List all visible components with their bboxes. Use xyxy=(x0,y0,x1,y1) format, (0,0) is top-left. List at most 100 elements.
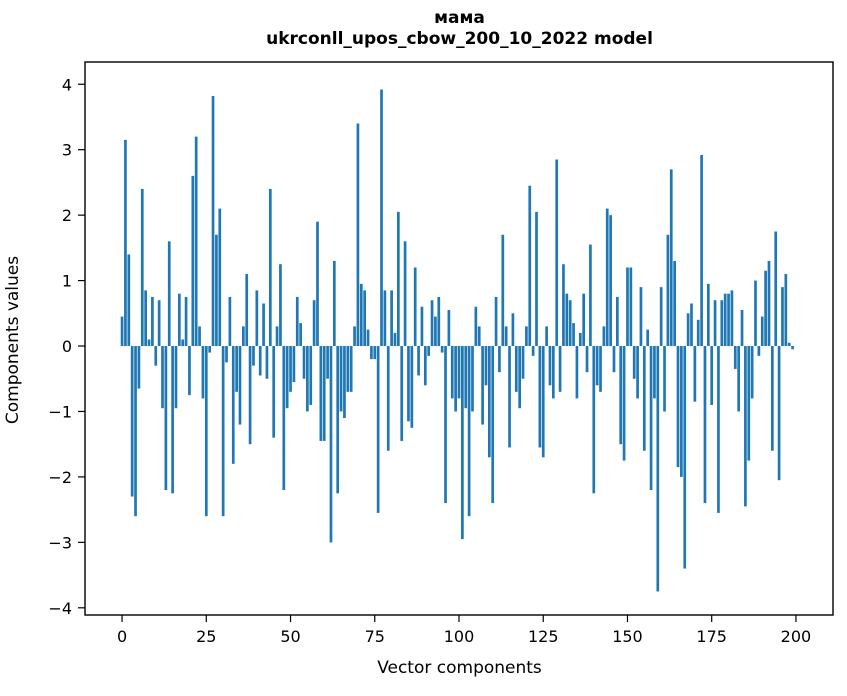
bar xyxy=(386,346,390,451)
bar xyxy=(461,346,464,540)
bar xyxy=(754,280,757,347)
bar xyxy=(619,346,623,445)
bar xyxy=(612,346,616,373)
bar xyxy=(208,346,212,353)
bar xyxy=(595,346,599,386)
x-tick-label: 125 xyxy=(528,627,559,646)
bar xyxy=(669,169,673,347)
bar xyxy=(339,346,343,412)
bar xyxy=(686,313,690,347)
bar xyxy=(703,346,707,504)
bar xyxy=(616,296,619,347)
bar xyxy=(174,346,178,409)
bar xyxy=(238,346,242,425)
bar xyxy=(464,346,468,409)
bar xyxy=(302,346,306,379)
bar xyxy=(582,293,586,347)
bar xyxy=(683,346,687,569)
bar xyxy=(268,188,272,347)
bar xyxy=(781,287,784,347)
bar xyxy=(538,346,542,448)
bar xyxy=(636,346,639,399)
bar xyxy=(397,211,400,347)
bar xyxy=(359,283,363,347)
bar xyxy=(127,254,131,347)
x-tick-label: 75 xyxy=(365,627,385,646)
bar xyxy=(430,300,434,347)
bar xyxy=(258,346,262,376)
bar xyxy=(690,303,693,347)
bar xyxy=(120,316,124,347)
bar xyxy=(181,339,185,347)
bar xyxy=(713,300,717,347)
bar xyxy=(198,326,201,347)
bar xyxy=(696,319,700,347)
bar xyxy=(572,323,575,347)
bar xyxy=(373,346,377,360)
bar xyxy=(622,346,626,461)
bar xyxy=(272,346,276,438)
bar xyxy=(407,346,410,422)
bar xyxy=(403,241,407,347)
bar xyxy=(201,346,205,399)
y-tick-label: 3 xyxy=(62,141,72,160)
bar xyxy=(221,346,225,517)
bar xyxy=(275,326,279,347)
bar xyxy=(521,346,525,379)
bar xyxy=(215,234,218,347)
bar xyxy=(262,303,265,347)
bar xyxy=(319,346,323,441)
bar xyxy=(356,123,360,347)
bar xyxy=(225,346,228,363)
bar xyxy=(252,346,255,366)
x-tick-label: 50 xyxy=(280,627,300,646)
bar xyxy=(680,346,683,477)
bar xyxy=(383,290,387,347)
bar xyxy=(316,221,319,347)
bar xyxy=(255,290,259,347)
bar xyxy=(733,346,737,369)
bar xyxy=(525,326,528,347)
bar xyxy=(289,346,292,392)
bar xyxy=(535,211,538,347)
bar xyxy=(777,346,781,481)
bar xyxy=(329,346,333,543)
bar xyxy=(248,346,252,445)
bar xyxy=(737,346,741,412)
x-tick-label: 175 xyxy=(696,627,727,646)
bar xyxy=(370,346,373,360)
bar xyxy=(228,296,232,347)
bar xyxy=(551,346,555,399)
bar xyxy=(477,326,481,347)
bar xyxy=(322,346,326,441)
bar xyxy=(787,342,791,347)
bar xyxy=(434,316,437,347)
bar xyxy=(760,316,764,347)
bar xyxy=(747,346,751,461)
bar xyxy=(632,346,636,379)
y-tick-label: 1 xyxy=(62,272,72,291)
bar xyxy=(764,270,767,347)
bar xyxy=(235,346,238,392)
x-tick-label: 150 xyxy=(612,627,643,646)
bar xyxy=(265,346,269,379)
bar xyxy=(774,231,778,347)
bar xyxy=(565,293,569,347)
chart-title-block: мама ukrconll_upos_cbow_200_10_2022 mode… xyxy=(85,8,834,51)
bar xyxy=(609,215,612,347)
bar xyxy=(245,274,249,347)
bar xyxy=(380,89,383,347)
bar xyxy=(740,310,744,347)
bar xyxy=(282,346,286,491)
y-tick-label: −1 xyxy=(48,402,72,421)
bar xyxy=(744,346,747,507)
bar xyxy=(336,346,340,494)
bar xyxy=(528,185,532,347)
bar xyxy=(349,346,353,392)
bar xyxy=(659,287,663,347)
bar xyxy=(194,136,198,347)
bar xyxy=(312,300,316,347)
x-tick-label: 0 xyxy=(117,627,127,646)
bar xyxy=(717,346,720,513)
